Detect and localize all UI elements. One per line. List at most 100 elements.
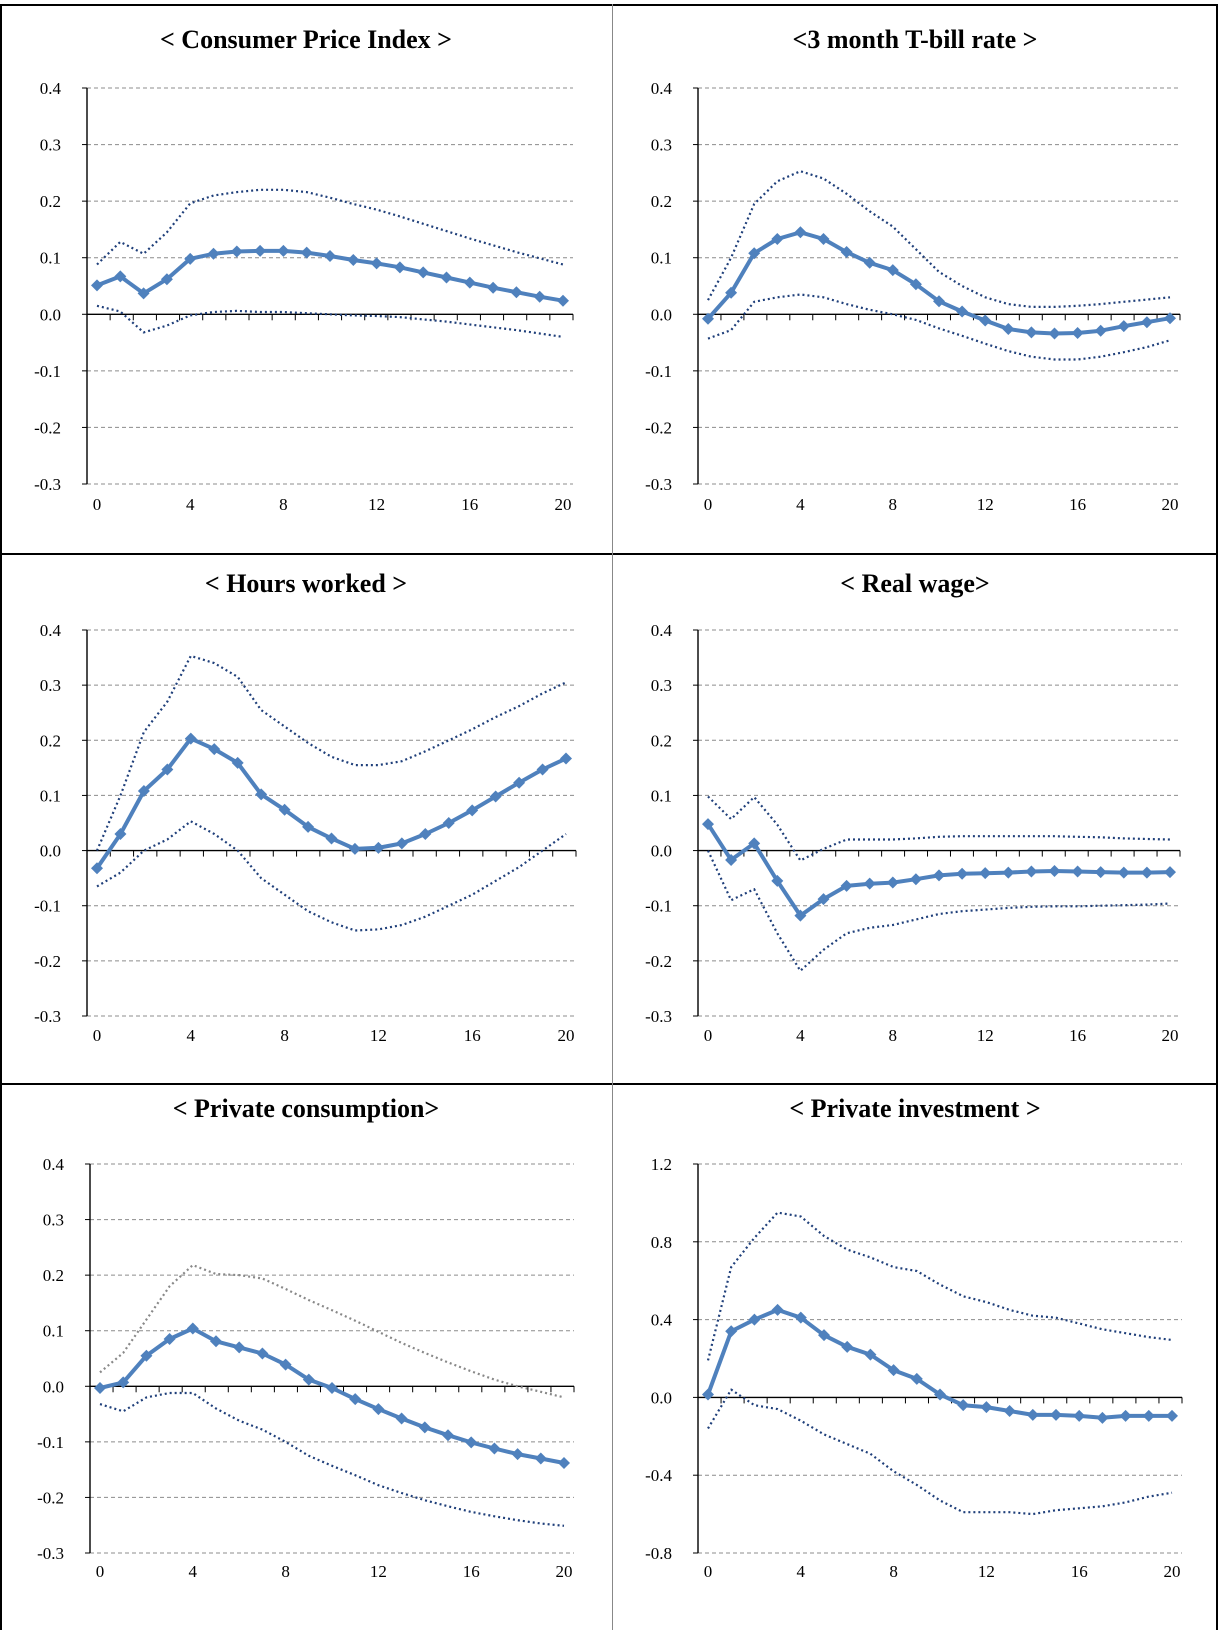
y-tick-label: -0.2 xyxy=(34,418,61,437)
x-tick-label: 12 xyxy=(978,1562,995,1581)
x-tick-label: 20 xyxy=(1162,495,1179,514)
data-point-marker xyxy=(417,266,430,279)
data-point-marker xyxy=(370,257,383,270)
chart-private-investment: < Private investment > 1.2 0.8 0.4 0.0 -0.4 -0… xyxy=(612,1072,1218,1630)
data-point-marker xyxy=(560,752,572,765)
data-point-marker xyxy=(372,841,385,854)
y-tick-label: 0.4 xyxy=(651,79,673,98)
data-point-marker xyxy=(277,244,290,257)
series-line-estimate xyxy=(95,736,567,870)
data-point-marker xyxy=(536,763,549,776)
data-point-marker xyxy=(489,790,502,803)
data-point-marker xyxy=(91,862,103,875)
data-point-marker xyxy=(817,893,830,906)
data-point-marker xyxy=(934,1388,946,1401)
y-tick-label: 0.0 xyxy=(40,842,61,861)
x-tick-label: 4 xyxy=(189,1562,198,1581)
x-tick-label: 0 xyxy=(704,1562,713,1581)
data-point-marker xyxy=(349,1393,362,1406)
data-point-marker xyxy=(207,247,220,260)
data-point-marker xyxy=(1164,312,1176,325)
data-point-marker xyxy=(440,271,453,284)
data-point-marker xyxy=(771,874,784,887)
data-point-marker xyxy=(794,226,807,239)
chart-hours-worked: < Hours worked > 0.4 0.3 0.2 0.1 0.0 -0.1 -0.2 -… xyxy=(0,542,612,1072)
frame-row-divider-2 xyxy=(0,1083,1218,1085)
data-point-marker xyxy=(1119,1409,1132,1422)
data-point-marker xyxy=(233,1341,246,1354)
data-point-marker xyxy=(933,869,945,882)
data-point-marker xyxy=(487,281,500,294)
y-tick-label: -0.3 xyxy=(34,1007,61,1026)
chart-title: < Private investment > xyxy=(789,1094,1040,1123)
data-point-marker xyxy=(1164,866,1176,879)
y-tick-label: 0.1 xyxy=(40,249,61,268)
chart-title: < Real wage> xyxy=(840,569,990,598)
data-point-marker xyxy=(910,1372,923,1385)
x-tick-label: 20 xyxy=(1162,1026,1179,1045)
data-point-marker xyxy=(886,264,899,277)
data-point-marker xyxy=(725,1325,738,1338)
x-tick-label: 0 xyxy=(704,495,713,514)
series-line-lower-band xyxy=(96,820,567,932)
data-point-marker xyxy=(511,1448,524,1461)
data-point-marker xyxy=(300,246,313,259)
data-point-marker xyxy=(465,1436,478,1449)
chart-svg: < Private investment > 1.2 0.8 0.4 0.0 -0.4 -0… xyxy=(645,1094,1183,1581)
data-point-marker xyxy=(94,1381,106,1394)
series-line-upper-band xyxy=(99,1264,565,1399)
data-point-marker xyxy=(979,867,992,880)
frame-row-divider-1 xyxy=(0,553,1218,555)
x-tick-label: 8 xyxy=(280,1026,289,1045)
y-tick-label: -0.1 xyxy=(34,362,61,381)
data-point-marker xyxy=(348,842,361,855)
data-point-marker xyxy=(395,837,408,850)
data-point-marker xyxy=(186,1322,199,1335)
data-point-marker xyxy=(91,279,103,292)
data-point-marker xyxy=(117,1376,130,1389)
data-point-marker xyxy=(1002,322,1015,335)
series-line-lower-band xyxy=(96,304,564,338)
frame-left xyxy=(0,4,2,1630)
data-point-marker xyxy=(1071,326,1084,339)
data-point-marker xyxy=(1096,1411,1109,1424)
data-point-marker xyxy=(1003,1405,1016,1418)
series-line-upper-band xyxy=(95,654,567,852)
x-tick-label: 20 xyxy=(1164,1562,1181,1581)
data-point-marker xyxy=(184,252,197,265)
x-tick-label: 12 xyxy=(368,495,385,514)
data-point-marker xyxy=(864,1348,877,1361)
y-tick-label: 0.3 xyxy=(43,1211,64,1230)
data-point-marker xyxy=(279,1358,292,1371)
data-point-marker xyxy=(1025,865,1038,878)
y-tick-label: 0.3 xyxy=(40,676,61,695)
chart-real-wage: < Real wage> 0.4 0.3 0.2 0.1 0.0 -0.1 -0.2 -0.3 0… xyxy=(612,542,1218,1072)
x-tick-label: 16 xyxy=(1071,1562,1088,1581)
y-tick-label: 0.2 xyxy=(43,1266,64,1285)
x-tick-label: 16 xyxy=(1069,1026,1086,1045)
y-tick-label: -0.3 xyxy=(645,1007,672,1026)
data-point-marker xyxy=(137,287,150,300)
data-point-marker xyxy=(863,256,876,269)
x-tick-label: 4 xyxy=(797,1562,806,1581)
series-line-estimate xyxy=(706,1307,1172,1420)
data-point-marker xyxy=(933,295,945,308)
x-tick-label: 4 xyxy=(187,1026,196,1045)
y-tick-label: -0.3 xyxy=(37,1544,64,1563)
y-tick-label: -0.4 xyxy=(645,1466,672,1485)
data-point-marker xyxy=(702,818,714,831)
chart-title: <3 month T-bill rate > xyxy=(793,25,1038,54)
data-point-marker xyxy=(160,273,173,286)
data-point-marker xyxy=(325,832,338,845)
data-point-marker xyxy=(395,1412,408,1425)
data-point-marker xyxy=(748,1313,761,1326)
x-tick-label: 0 xyxy=(93,1026,102,1045)
data-point-marker xyxy=(1117,320,1130,333)
y-tick-label: 0.0 xyxy=(651,305,672,324)
data-point-marker xyxy=(442,817,455,829)
data-point-marker xyxy=(1025,326,1038,339)
data-point-marker xyxy=(841,1340,854,1353)
data-point-marker xyxy=(163,1333,176,1346)
data-point-marker xyxy=(840,246,853,259)
data-point-marker xyxy=(1071,865,1084,878)
